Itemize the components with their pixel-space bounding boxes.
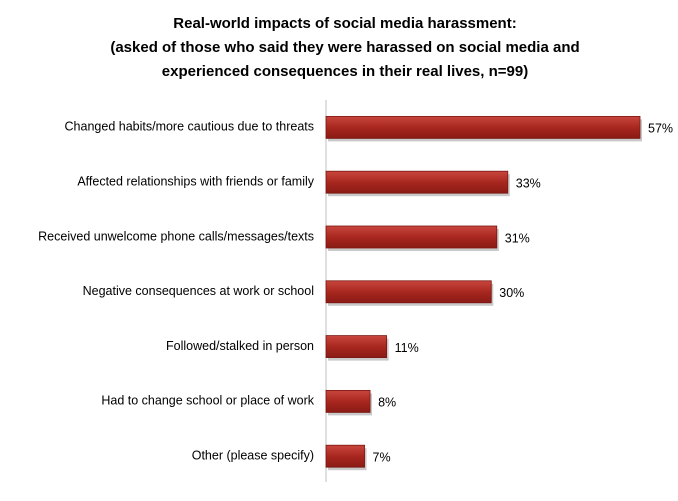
value-label: 11% — [395, 341, 419, 355]
category-label: Other (please specify) — [192, 448, 314, 462]
bar — [325, 389, 371, 413]
category-label: Followed/stalked in person — [166, 339, 314, 353]
value-label: 7% — [373, 450, 391, 464]
bar — [325, 444, 365, 468]
value-label: 57% — [648, 122, 673, 136]
chart-title: experienced consequences in their real l… — [162, 63, 528, 80]
value-label: 30% — [499, 286, 524, 300]
chart-title: Real-world impacts of social media haras… — [173, 15, 516, 32]
category-label: Changed habits/more cautious due to thre… — [65, 120, 314, 134]
category-label: Had to change school or place of work — [101, 394, 314, 408]
value-label: 33% — [516, 176, 541, 190]
chart-title: (asked of those who said they were haras… — [110, 39, 579, 56]
bar — [325, 335, 387, 359]
value-label: 31% — [505, 231, 530, 245]
category-label: Affected relationships with friends or f… — [77, 174, 314, 188]
bar — [325, 225, 498, 249]
category-label: Negative consequences at work or school — [83, 284, 314, 298]
bar — [325, 116, 641, 139]
value-label: 8% — [378, 396, 396, 410]
bar — [325, 170, 509, 194]
bar — [325, 280, 492, 304]
category-label: Received unwelcome phone calls/messages/… — [38, 229, 314, 243]
